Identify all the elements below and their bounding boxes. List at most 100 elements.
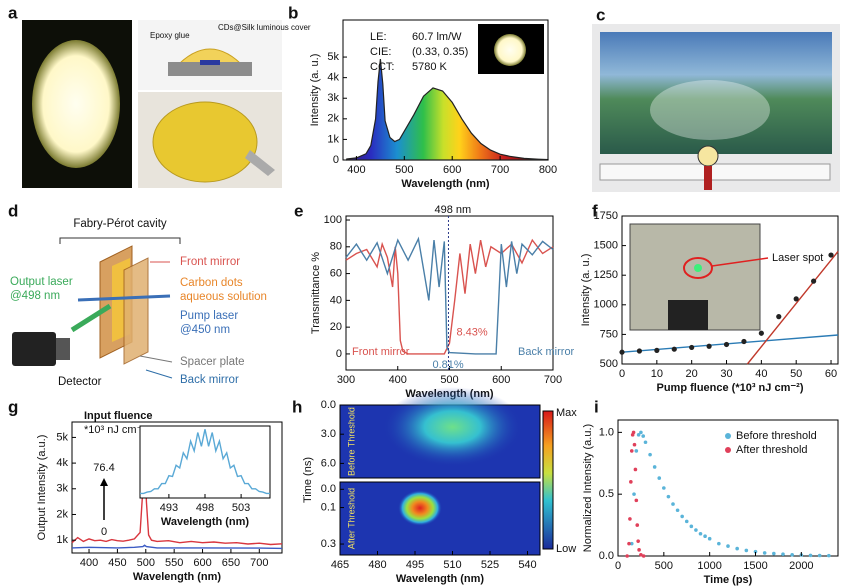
- label-spacer: Spacer plate: [180, 356, 245, 368]
- x-tick-label: 510: [443, 559, 461, 571]
- point: [644, 440, 648, 444]
- point: [653, 465, 657, 469]
- y-axis-label: Normalized Intensity (a.u.): [582, 424, 594, 552]
- point: [717, 542, 721, 546]
- point: [671, 502, 675, 506]
- point: [735, 547, 739, 551]
- point: [828, 252, 833, 257]
- label-solution: aqueous solution: [180, 291, 267, 303]
- y-tick-label: 5k: [56, 431, 68, 443]
- x-tick-label: 525: [481, 559, 499, 571]
- heatmap-blob: [398, 490, 442, 526]
- point: [642, 554, 646, 558]
- y-tick-label: 0.0: [599, 550, 614, 562]
- fit-line: [747, 252, 838, 365]
- chip: [200, 60, 220, 65]
- annotation: CIE:: [370, 46, 391, 58]
- colorbar-label: Low: [556, 543, 576, 555]
- point: [641, 434, 645, 438]
- point: [745, 549, 749, 553]
- x-tick-label: 40: [755, 368, 767, 380]
- diagram-label: CDs@Silk luminous cover: [218, 23, 311, 32]
- x-tick-label: 50: [790, 368, 802, 380]
- label-solution: Carbon dots: [180, 277, 243, 289]
- panel-d-diagram: Fabry-Pérot cavity Front mirror Carbon d…: [10, 218, 267, 388]
- panel-letter: a: [8, 3, 18, 22]
- y-tick-label: 500: [600, 358, 618, 370]
- x-axis-label: Wavelength (nm): [396, 573, 485, 585]
- x-tick-label: 0: [615, 560, 621, 572]
- point: [619, 350, 624, 355]
- annotation: LE:: [370, 31, 387, 43]
- annotation: 60.7 lm/W: [412, 31, 462, 43]
- x-tick-label: 500: [655, 560, 673, 572]
- reference-label: 498 nm: [434, 204, 471, 216]
- x-tick-label: 480: [368, 559, 386, 571]
- diagram-label: Epoxy glue: [150, 31, 190, 40]
- leader: [146, 370, 172, 378]
- x-tick-label: 550: [165, 557, 183, 569]
- y-tick-label: 1.0: [599, 426, 614, 438]
- point: [690, 525, 694, 529]
- figure: Epoxy glue CDs@Silk luminous cover Fabry…: [0, 0, 843, 588]
- point: [657, 476, 661, 480]
- y-tick-label: 20: [330, 321, 342, 333]
- label-pump: @450 nm: [180, 324, 230, 336]
- annotation: 5780 K: [412, 61, 448, 73]
- point: [662, 486, 666, 490]
- point: [772, 552, 776, 556]
- point: [648, 453, 652, 457]
- x-tick-label: 60: [825, 368, 837, 380]
- y-tick-label: 1000: [594, 299, 618, 311]
- annotation: Laser spot: [772, 252, 823, 264]
- point: [811, 279, 816, 284]
- point: [763, 551, 767, 555]
- annotation: 76.4: [93, 462, 114, 474]
- x-axis-label: Wavelength (nm): [401, 178, 490, 190]
- point: [635, 449, 639, 453]
- x-axis-label: Time (ps): [704, 574, 753, 586]
- y-axis-label: Intensity (a. u.): [580, 254, 592, 327]
- pump-beam: [78, 296, 170, 300]
- point: [634, 468, 638, 472]
- annotation: 0: [101, 526, 107, 538]
- y-tick-label: 1k: [56, 534, 68, 546]
- y-tick-label: 0.0: [321, 483, 336, 495]
- x-tick-label: 540: [518, 559, 536, 571]
- point: [632, 492, 636, 496]
- led-inset-glow: [494, 34, 526, 66]
- point: [818, 554, 822, 558]
- led-glow: [32, 40, 120, 168]
- heatmap-bg: [340, 482, 540, 555]
- point: [667, 495, 671, 499]
- panel-letter: i: [594, 397, 599, 416]
- x-tick-label: 400: [347, 164, 365, 176]
- y-tick-label: 3k: [56, 483, 68, 495]
- point: [633, 443, 637, 447]
- label-pump: Pump laser: [180, 310, 238, 322]
- panel-label: After Threshold: [346, 488, 356, 549]
- label-detector: Detector: [58, 376, 102, 388]
- detector-lens: [56, 338, 70, 360]
- point: [672, 347, 677, 352]
- panel-letter: h: [292, 397, 302, 416]
- point: [628, 517, 632, 521]
- y-tick-label: 6.0: [321, 457, 336, 469]
- panel-letter: e: [294, 201, 303, 220]
- point: [635, 499, 639, 503]
- yellow-cover: [153, 102, 257, 182]
- label-output: Output laser: [10, 276, 73, 288]
- point: [699, 532, 703, 536]
- point: [625, 554, 629, 558]
- y-tick-label: 0: [336, 348, 342, 360]
- panel-letter: d: [8, 201, 18, 220]
- legend-label: Before threshold: [736, 430, 817, 442]
- x-axis-label: Pump fluence (*10³ nJ cm⁻²): [656, 382, 803, 394]
- x-tick-label: 400: [389, 374, 407, 386]
- point: [703, 534, 707, 538]
- point: [706, 344, 711, 349]
- colorbar: [543, 411, 553, 549]
- annotation: Input fluence: [84, 410, 152, 422]
- x-tick-label: 465: [331, 559, 349, 571]
- y-tick-label: 0: [333, 154, 339, 166]
